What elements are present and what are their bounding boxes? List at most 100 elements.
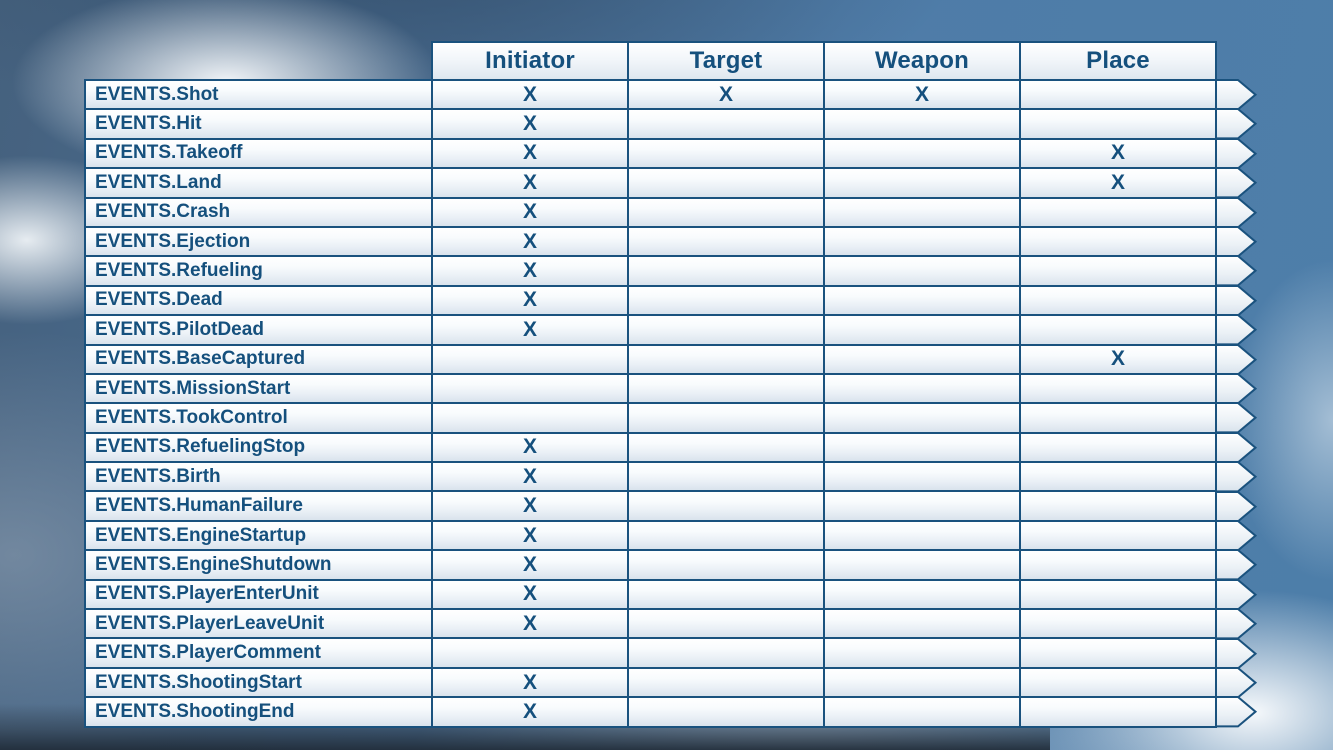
mark-cell-empty: [825, 404, 1019, 432]
row-arrow-icon: [1215, 696, 1257, 728]
mark-cell-empty: [629, 668, 823, 697]
event-label: EVENTS.PlayerEnterUnit: [86, 580, 431, 609]
mark-cell-empty: [825, 463, 1019, 491]
mark-cell-empty: [1021, 198, 1215, 226]
mark-cell-empty: [825, 433, 1019, 462]
mark-cell-x: X: [433, 169, 627, 197]
mark-cell-x: X: [433, 463, 627, 491]
event-label: EVENTS.Crash: [86, 198, 431, 226]
mark-cell-empty: [825, 110, 1019, 138]
mark-cell-empty: [1021, 668, 1215, 697]
row-arrow-icon: [1215, 79, 1257, 111]
mark-cell-empty: [825, 492, 1019, 520]
mark-cell-empty: [825, 610, 1019, 638]
column-header-initiator: Initiator: [433, 43, 627, 79]
mark-cell-x: X: [433, 668, 627, 697]
mark-cell-empty: [629, 521, 823, 550]
mark-cell-x: X: [1021, 345, 1215, 373]
mark-cell-x: X: [433, 286, 627, 315]
row-arrow-icon: [1215, 343, 1257, 375]
mark-cell-empty: [629, 139, 823, 168]
mark-cell-empty: [1021, 551, 1215, 579]
mark-cell-empty: [825, 580, 1019, 609]
mark-cell-empty: [1021, 463, 1215, 491]
mark-cell-x: X: [629, 81, 823, 109]
mark-cell-empty: [825, 169, 1019, 197]
mark-cell-x: X: [433, 551, 627, 579]
row-arrow-icon: [1215, 667, 1257, 699]
mark-cell-x: X: [433, 227, 627, 256]
mark-cell-empty: [825, 316, 1019, 344]
mark-cell-empty: [629, 227, 823, 256]
table-header: Initiator Target Weapon Place: [431, 41, 1217, 81]
mark-cell-x: X: [1021, 169, 1215, 197]
mark-cell-x: X: [433, 81, 627, 109]
mark-cell-x: X: [433, 110, 627, 138]
mark-cell-empty: [629, 345, 823, 373]
mark-cell-empty: [629, 198, 823, 226]
mark-cell-empty: [825, 698, 1019, 726]
mark-cell-empty: [1021, 521, 1215, 550]
mark-cell-empty: [825, 257, 1019, 285]
mark-cell-empty: [629, 698, 823, 726]
mark-cell-empty: [1021, 698, 1215, 726]
event-label: EVENTS.Dead: [86, 286, 431, 315]
row-arrow-icon: [1215, 137, 1257, 170]
mark-cell-empty: [629, 610, 823, 638]
mark-cell-x: X: [433, 492, 627, 520]
mark-cell-empty: [1021, 81, 1215, 109]
row-arrow-icon: [1215, 431, 1257, 464]
row-arrow-icon: [1215, 490, 1257, 522]
row-arrow-icon: [1215, 402, 1257, 434]
mark-cell-empty: [1021, 374, 1215, 403]
mark-cell-empty: [629, 551, 823, 579]
mark-cell-empty: [433, 345, 627, 373]
event-label: EVENTS.EngineShutdown: [86, 551, 431, 579]
mark-cell-empty: [629, 433, 823, 462]
row-arrow-icon: [1215, 608, 1257, 640]
mark-cell-empty: [825, 374, 1019, 403]
column-header-place: Place: [1021, 43, 1215, 79]
event-label: EVENTS.Ejection: [86, 227, 431, 256]
mark-cell-empty: [1021, 639, 1215, 667]
row-arrow-icon: [1215, 255, 1257, 287]
event-label: EVENTS.MissionStart: [86, 374, 431, 403]
row-arrow-icon: [1215, 520, 1257, 552]
event-label: EVENTS.ShootingEnd: [86, 698, 431, 726]
mark-cell-empty: [1021, 227, 1215, 256]
column-header-target: Target: [629, 43, 823, 79]
mark-cell-empty: [825, 227, 1019, 256]
row-arrow-icon: [1215, 284, 1257, 317]
event-label: EVENTS.Takeoff: [86, 139, 431, 168]
mark-cell-empty: [629, 286, 823, 315]
event-label: EVENTS.Birth: [86, 463, 431, 491]
mark-cell-empty: [629, 257, 823, 285]
mark-cell-empty: [433, 404, 627, 432]
mark-cell-empty: [629, 492, 823, 520]
mark-cell-empty: [1021, 110, 1215, 138]
mark-cell-empty: [433, 639, 627, 667]
mark-cell-empty: [629, 463, 823, 491]
mark-cell-x: X: [433, 316, 627, 344]
mark-cell-x: X: [433, 610, 627, 638]
event-label: EVENTS.BaseCaptured: [86, 345, 431, 373]
mark-cell-empty: [433, 374, 627, 403]
mark-cell-empty: [629, 404, 823, 432]
mark-cell-x: X: [433, 580, 627, 609]
event-label: EVENTS.Hit: [86, 110, 431, 138]
mark-cell-empty: [825, 345, 1019, 373]
event-label: EVENTS.ShootingStart: [86, 668, 431, 697]
mark-cell-x: X: [433, 433, 627, 462]
row-arrow-icon: [1215, 637, 1257, 669]
event-label: EVENTS.PlayerLeaveUnit: [86, 610, 431, 638]
mark-cell-empty: [629, 639, 823, 667]
mark-cell-empty: [629, 374, 823, 403]
column-header-weapon: Weapon: [825, 43, 1019, 79]
mark-cell-x: X: [1021, 139, 1215, 168]
mark-cell-x: X: [433, 521, 627, 550]
row-arrow-icon: [1215, 167, 1257, 199]
row-arrow-icon: [1215, 549, 1257, 581]
event-label: EVENTS.Refueling: [86, 257, 431, 285]
mark-cell-empty: [825, 286, 1019, 315]
mark-cell-x: X: [433, 139, 627, 168]
